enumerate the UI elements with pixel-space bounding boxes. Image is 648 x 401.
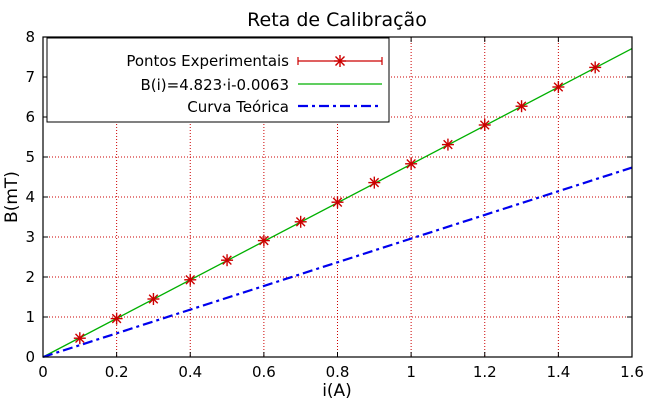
- plot-frame: [42, 36, 633, 358]
- data-point: [73, 332, 86, 345]
- chart-title: Reta de Calibração: [247, 9, 427, 31]
- data-point: [221, 254, 234, 267]
- x-tick-label: 1.6: [620, 363, 644, 381]
- y-axis-label: B(mT): [2, 171, 22, 223]
- y-tick-label: 1: [25, 308, 35, 326]
- data-point: [478, 119, 491, 131]
- data-point: [257, 234, 270, 247]
- x-tick-label: 0: [38, 363, 48, 381]
- y-tick-label: 4: [25, 188, 35, 206]
- x-tick-label: 1.4: [546, 363, 570, 381]
- legend-swatch-experimental: [297, 55, 383, 67]
- legend-asterisk-marker: [334, 55, 346, 67]
- data-point: [184, 273, 197, 286]
- y-tick-label: 7: [25, 68, 35, 86]
- x-tick-label: 0.8: [326, 363, 350, 381]
- y-tick-label: 0: [25, 348, 35, 366]
- x-tick-label: 0.6: [252, 363, 276, 381]
- x-tick-label: 1: [406, 363, 416, 381]
- theoretical-curve-line: [42, 166, 633, 359]
- legend-box: [46, 37, 390, 123]
- data-point: [294, 215, 307, 228]
- legend-label-experimental: Pontos Experimentais: [126, 52, 289, 70]
- legend: Pontos Experimentais B(i)=4.823·i-0.0063…: [46, 37, 390, 123]
- x-axis-label: i(A): [322, 381, 352, 401]
- legend-label-fit: B(i)=4.823·i-0.0063: [140, 76, 289, 94]
- x-tick-label: 0.2: [105, 363, 129, 381]
- series: [42, 48, 633, 359]
- data-point: [405, 157, 418, 170]
- data-point: [368, 176, 381, 189]
- x-tick-label: 1.2: [473, 363, 497, 381]
- data-point: [441, 138, 454, 151]
- data-point: [589, 61, 602, 74]
- y-tick-label: 5: [25, 148, 35, 166]
- data-point: [147, 293, 160, 305]
- y-tick-label: 2: [25, 268, 35, 286]
- data-point: [110, 312, 123, 325]
- y-tick-label: 6: [25, 108, 35, 126]
- y-tick-label: 3: [25, 228, 35, 246]
- x-tick-label: 0.4: [178, 363, 202, 381]
- data-point: [552, 81, 565, 93]
- legend-label-theory: Curva Teórica: [187, 98, 289, 116]
- data-point: [515, 100, 528, 113]
- data-point: [331, 196, 344, 209]
- y-tick-label: 8: [25, 28, 35, 46]
